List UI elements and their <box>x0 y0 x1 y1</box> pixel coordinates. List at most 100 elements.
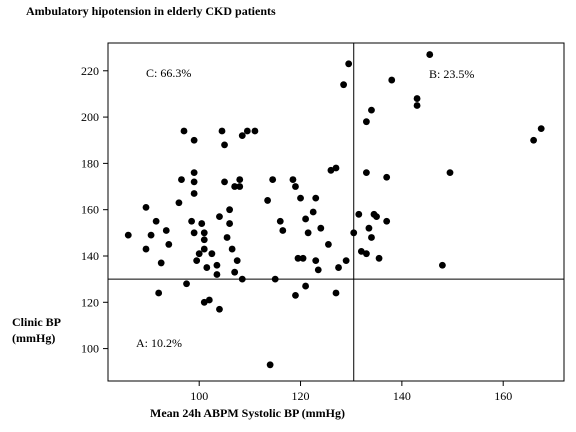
data-point <box>142 203 150 211</box>
data-point <box>205 296 213 304</box>
data-point <box>383 173 391 181</box>
data-point <box>200 245 208 253</box>
data-point <box>365 224 373 232</box>
data-point <box>327 166 335 174</box>
data-point <box>200 298 208 306</box>
data-point <box>142 245 150 253</box>
data-point <box>238 132 246 140</box>
plot-frame <box>107 42 565 382</box>
data-point <box>200 236 208 244</box>
data-point <box>180 127 188 135</box>
x-tick-label: 120 <box>292 389 310 403</box>
data-point <box>183 280 190 288</box>
data-point <box>221 141 228 149</box>
data-point <box>413 95 421 102</box>
data-point <box>363 118 370 126</box>
data-point <box>190 136 198 144</box>
data-points <box>124 51 545 369</box>
data-point <box>297 194 304 202</box>
data-point <box>335 264 342 271</box>
data-point <box>193 257 201 265</box>
data-point <box>375 254 383 262</box>
data-point <box>292 291 299 299</box>
data-point <box>312 257 320 265</box>
data-point <box>530 136 537 144</box>
data-point <box>314 266 322 274</box>
data-point <box>357 247 365 255</box>
data-point <box>157 259 165 267</box>
data-point <box>226 206 234 214</box>
chart-title: Ambulatory hipotension in elderly CKD pa… <box>26 4 276 18</box>
data-point <box>413 102 421 109</box>
y-tick-label: 100 <box>81 342 99 356</box>
data-point <box>537 125 545 133</box>
data-point <box>345 60 353 68</box>
axes <box>103 42 565 386</box>
data-point <box>299 254 307 262</box>
y-axis-label-line2: (mmHg) <box>12 331 55 345</box>
data-point <box>363 169 370 177</box>
data-point <box>178 176 185 183</box>
x-axis-label: Mean 24h ABPM Systolic BP (mmHg) <box>150 406 345 420</box>
data-point <box>190 169 198 177</box>
data-point <box>302 215 309 223</box>
data-point <box>312 194 320 202</box>
data-point <box>388 76 396 84</box>
data-point <box>289 176 297 183</box>
data-point <box>231 268 239 276</box>
data-point <box>203 264 211 271</box>
data-point <box>213 261 221 269</box>
data-point <box>279 227 287 234</box>
data-point <box>355 210 363 218</box>
y-tick-label: 160 <box>81 203 99 217</box>
data-point <box>340 81 347 89</box>
data-point <box>236 183 244 190</box>
data-point <box>332 164 340 172</box>
data-point <box>325 241 332 248</box>
data-point <box>233 257 241 265</box>
data-point <box>439 261 446 269</box>
y-tick-label: 120 <box>81 295 99 309</box>
data-point <box>251 127 259 135</box>
data-point <box>165 241 173 248</box>
data-point <box>271 275 279 283</box>
x-tick-label: 160 <box>494 389 512 403</box>
data-point <box>188 217 196 225</box>
y-axis-label-line1: Clinic BP <box>12 315 61 329</box>
data-point <box>190 190 198 197</box>
data-point <box>147 231 155 239</box>
y-tick-label: 200 <box>81 110 99 124</box>
data-point <box>373 213 380 221</box>
data-point <box>426 51 434 58</box>
data-point <box>317 224 325 232</box>
data-point <box>292 183 299 190</box>
data-point <box>264 197 271 204</box>
data-point <box>155 289 163 297</box>
data-point <box>238 275 246 283</box>
tick-labels: 100 120 140 160 100 120 140 160 180 200 220 <box>81 64 512 403</box>
quadrant-label-a: A: 10.2% <box>136 336 182 350</box>
data-point <box>266 361 274 369</box>
data-point <box>162 227 170 234</box>
y-tick-label: 180 <box>81 156 99 170</box>
data-point <box>243 127 251 135</box>
data-point <box>200 229 208 237</box>
data-point <box>221 178 228 186</box>
data-point <box>269 176 277 183</box>
data-point <box>208 250 216 258</box>
data-point <box>124 231 132 239</box>
data-point <box>276 217 284 225</box>
data-point <box>294 254 302 262</box>
data-point <box>231 183 239 190</box>
x-tick-label: 140 <box>393 389 411 403</box>
data-point <box>216 213 223 221</box>
quadrant-label-b: B: 23.5% <box>429 67 474 81</box>
data-point <box>228 245 236 253</box>
reference-lines <box>108 43 564 381</box>
data-point <box>304 229 312 237</box>
y-tick-label: 140 <box>81 249 99 263</box>
data-point <box>223 234 231 241</box>
y-tick-label: 220 <box>81 64 99 78</box>
data-point <box>446 169 454 177</box>
